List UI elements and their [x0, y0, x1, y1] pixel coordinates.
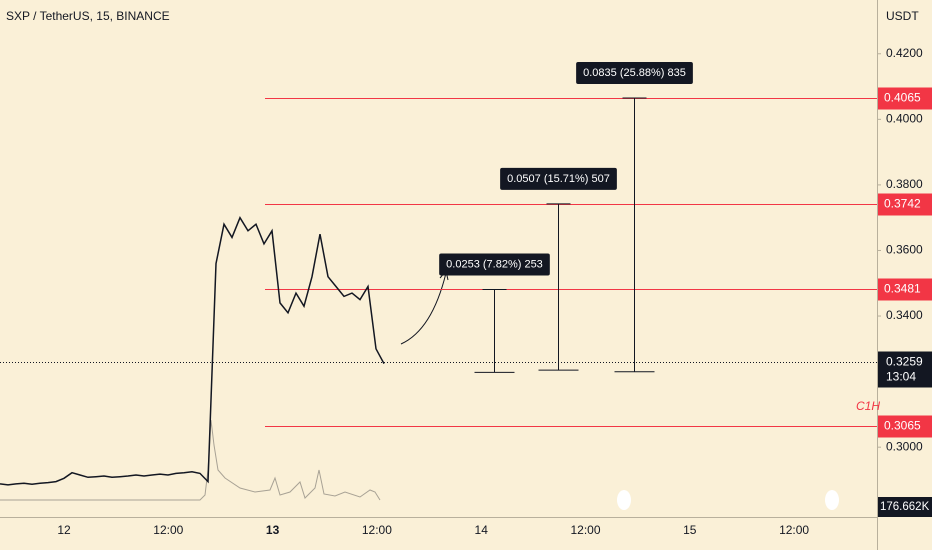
volume-tag	[878, 497, 932, 517]
level-tag	[878, 278, 932, 301]
level-label: 0.3481	[884, 282, 921, 296]
price-tick-label: 0.3800	[886, 177, 923, 191]
annotation: C1H	[856, 399, 880, 413]
measure-box	[439, 253, 550, 276]
time-label: 12:00	[779, 523, 809, 537]
level-label: 0.3065	[884, 419, 921, 433]
level-tag	[878, 415, 932, 438]
chart-title: SXP / TetherUS, 15, BINANCE	[6, 9, 170, 23]
time-label: 12:00	[362, 523, 392, 537]
price-tick-label: 0.3600	[886, 243, 923, 257]
time-label: 13	[266, 523, 280, 537]
current-price-label: 0.3259	[886, 355, 923, 369]
price-tick-label: 0.4000	[886, 112, 923, 126]
time-label: 12:00	[570, 523, 600, 537]
arrow-curve	[400, 272, 447, 345]
event-marker[interactable]	[617, 490, 631, 510]
price-line	[0, 216, 385, 486]
measure-label: 0.0253 (7.82%) 253	[446, 258, 543, 270]
level-tag	[878, 87, 932, 110]
measure-box	[500, 167, 617, 190]
volume-label: 176.662K	[880, 501, 930, 513]
price-tick-label: 0.4200	[886, 46, 923, 60]
axis-unit: USDT	[886, 9, 919, 23]
measure-label: 0.0835 (25.88%) 835	[583, 67, 686, 79]
countdown: 13:04	[886, 370, 916, 384]
level-label: 0.3742	[884, 197, 921, 211]
level-label: 0.4065	[884, 91, 921, 105]
event-marker[interactable]	[825, 490, 839, 510]
measure-label: 0.0507 (15.71%) 507	[507, 173, 610, 185]
time-label: 14	[475, 523, 489, 537]
measure-box	[576, 62, 693, 85]
time-label: 12	[57, 523, 71, 537]
time-label: 15	[683, 523, 697, 537]
price-tick-label: 0.3400	[886, 308, 923, 322]
time-label: 12:00	[153, 523, 183, 537]
current-price-tag	[878, 351, 932, 388]
level-tag	[878, 193, 932, 216]
price-tick-label: 0.3000	[886, 439, 923, 453]
